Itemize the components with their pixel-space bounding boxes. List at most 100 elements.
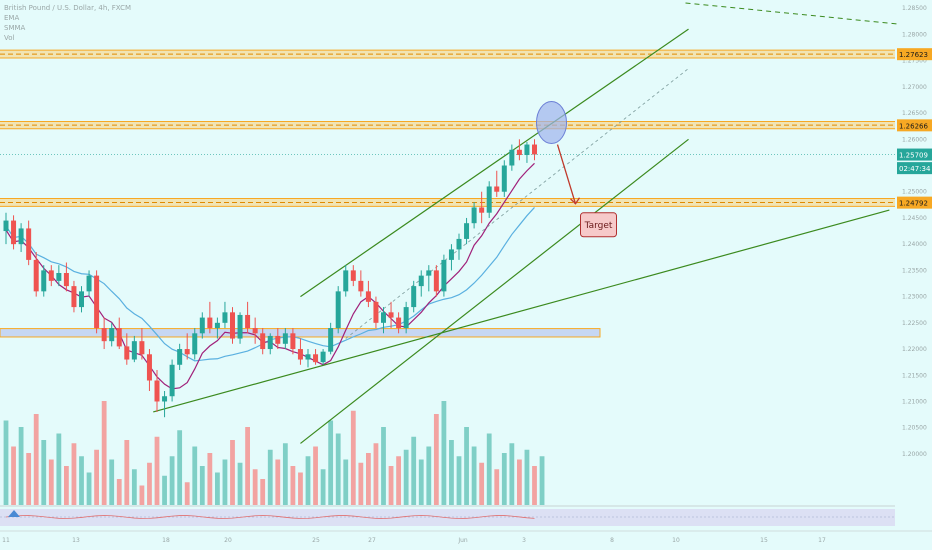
- candle-body: [154, 380, 160, 402]
- volume-bar: [3, 420, 9, 505]
- candle-body: [320, 351, 326, 363]
- volume-bar: [532, 466, 537, 505]
- volume-bar: [449, 440, 454, 505]
- candle-body: [448, 249, 454, 260]
- candlesticks: [3, 139, 537, 418]
- price-label-countdown: 02:47:34: [897, 162, 932, 175]
- volume-bar: [124, 440, 130, 505]
- candle-body: [11, 220, 17, 245]
- volume-bar: [192, 446, 198, 505]
- price-label-text: 1.26266: [899, 122, 928, 130]
- candle-body: [63, 273, 69, 287]
- candle-body: [343, 270, 349, 292]
- candle-body: [146, 354, 152, 381]
- y-tick-label: 1.21500: [902, 372, 927, 379]
- volume-bar: [48, 459, 54, 505]
- price-label-box: [897, 119, 932, 132]
- volume-bar: [396, 456, 401, 505]
- target-arrow: [556, 144, 577, 204]
- volume-bar: [199, 466, 205, 505]
- candle-body: [418, 275, 424, 287]
- candle-body: [124, 346, 130, 360]
- volume-bar: [418, 459, 424, 505]
- y-tick-label: 1.22500: [902, 320, 927, 327]
- volume-bar: [479, 462, 485, 505]
- volume-bar: [366, 453, 371, 505]
- candle-body: [516, 149, 522, 156]
- candle-body: [33, 259, 39, 292]
- candle-body: [230, 312, 235, 339]
- candle-body: [486, 186, 492, 213]
- volume-bar: [298, 472, 303, 505]
- candle-body: [109, 328, 115, 342]
- channel-lower-line: [300, 138, 689, 444]
- y-tick-label: 1.27000: [902, 84, 927, 91]
- candle-body: [79, 291, 84, 308]
- x-tick-label: 20: [224, 537, 232, 544]
- volume-bar: [305, 456, 311, 505]
- volume-bar: [539, 456, 545, 505]
- volume-bar: [426, 446, 432, 505]
- candle-body: [411, 286, 417, 308]
- volume-bar: [245, 427, 250, 505]
- candle-body: [48, 270, 54, 281]
- volume-bar: [343, 459, 349, 505]
- volume-bar: [509, 443, 515, 505]
- y-tick-label: 1.25000: [902, 189, 927, 196]
- zone-fill: [0, 198, 895, 207]
- x-tick-label: 27: [368, 537, 376, 544]
- price-axis[interactable]: 1.28500 1.28000 1.27500 1.27000 1.26500 1.260…: [0, 5, 932, 458]
- y-tick-label: 1.20000: [902, 451, 927, 458]
- volume-bar: [215, 472, 220, 505]
- candle-body: [350, 270, 356, 281]
- price-label-zone: 1.24792: [897, 196, 932, 209]
- candle-body: [101, 328, 107, 342]
- volume-bar: [456, 456, 462, 505]
- x-tick-label: 15: [760, 537, 768, 544]
- volume-bar: [373, 443, 379, 505]
- target-arrow-head: [570, 197, 581, 205]
- volume-bar: [86, 472, 92, 505]
- volume-bar: [237, 462, 243, 505]
- candle-body: [297, 349, 303, 360]
- y-tick-label: 1.21000: [902, 398, 927, 405]
- candle-body: [388, 312, 394, 318]
- volume-bar: [33, 414, 39, 505]
- candle-body: [237, 314, 243, 339]
- oscillator-line: [5, 515, 535, 519]
- volume-bar: [403, 449, 409, 505]
- volume-bar: [290, 466, 296, 505]
- price-label-text: 1.27623: [899, 51, 928, 59]
- price-label-zone: 1.26266: [897, 119, 932, 132]
- volume-bar: [267, 449, 273, 505]
- highlight-circle: [536, 101, 567, 145]
- candle-body: [86, 275, 92, 292]
- volume-bar: [335, 433, 341, 505]
- volume-bar: [275, 459, 281, 505]
- candle-body: [328, 328, 334, 352]
- candle-body: [426, 270, 432, 276]
- time-axis[interactable]: 11 13 18 20 25 27 Jun 3 8 10 15 17: [0, 530, 932, 544]
- candle-body: [396, 317, 402, 329]
- candle-body: [433, 270, 439, 292]
- volume-bar: [79, 456, 84, 505]
- target-label: Target: [580, 212, 617, 238]
- volume-bar: [486, 433, 492, 505]
- candle-body: [56, 273, 62, 281]
- price-label-current: 1.25709: [897, 148, 932, 161]
- volume-bar: [139, 485, 145, 505]
- y-tick-label: 1.22000: [902, 346, 927, 353]
- candle-body: [94, 275, 100, 329]
- candle-body: [313, 354, 319, 363]
- volume-bar: [441, 401, 447, 505]
- volume-bar: [18, 427, 24, 505]
- candle-body: [358, 280, 364, 292]
- volume-bar: [116, 479, 122, 505]
- chart-title: British Pound / U.S. Dollar, 4h, FXCM: [4, 4, 132, 12]
- candle-body: [3, 220, 9, 232]
- candle-body: [192, 333, 198, 355]
- support-trendline: [153, 209, 890, 413]
- volume-bar: [260, 479, 266, 505]
- annotations: Target: [536, 101, 617, 238]
